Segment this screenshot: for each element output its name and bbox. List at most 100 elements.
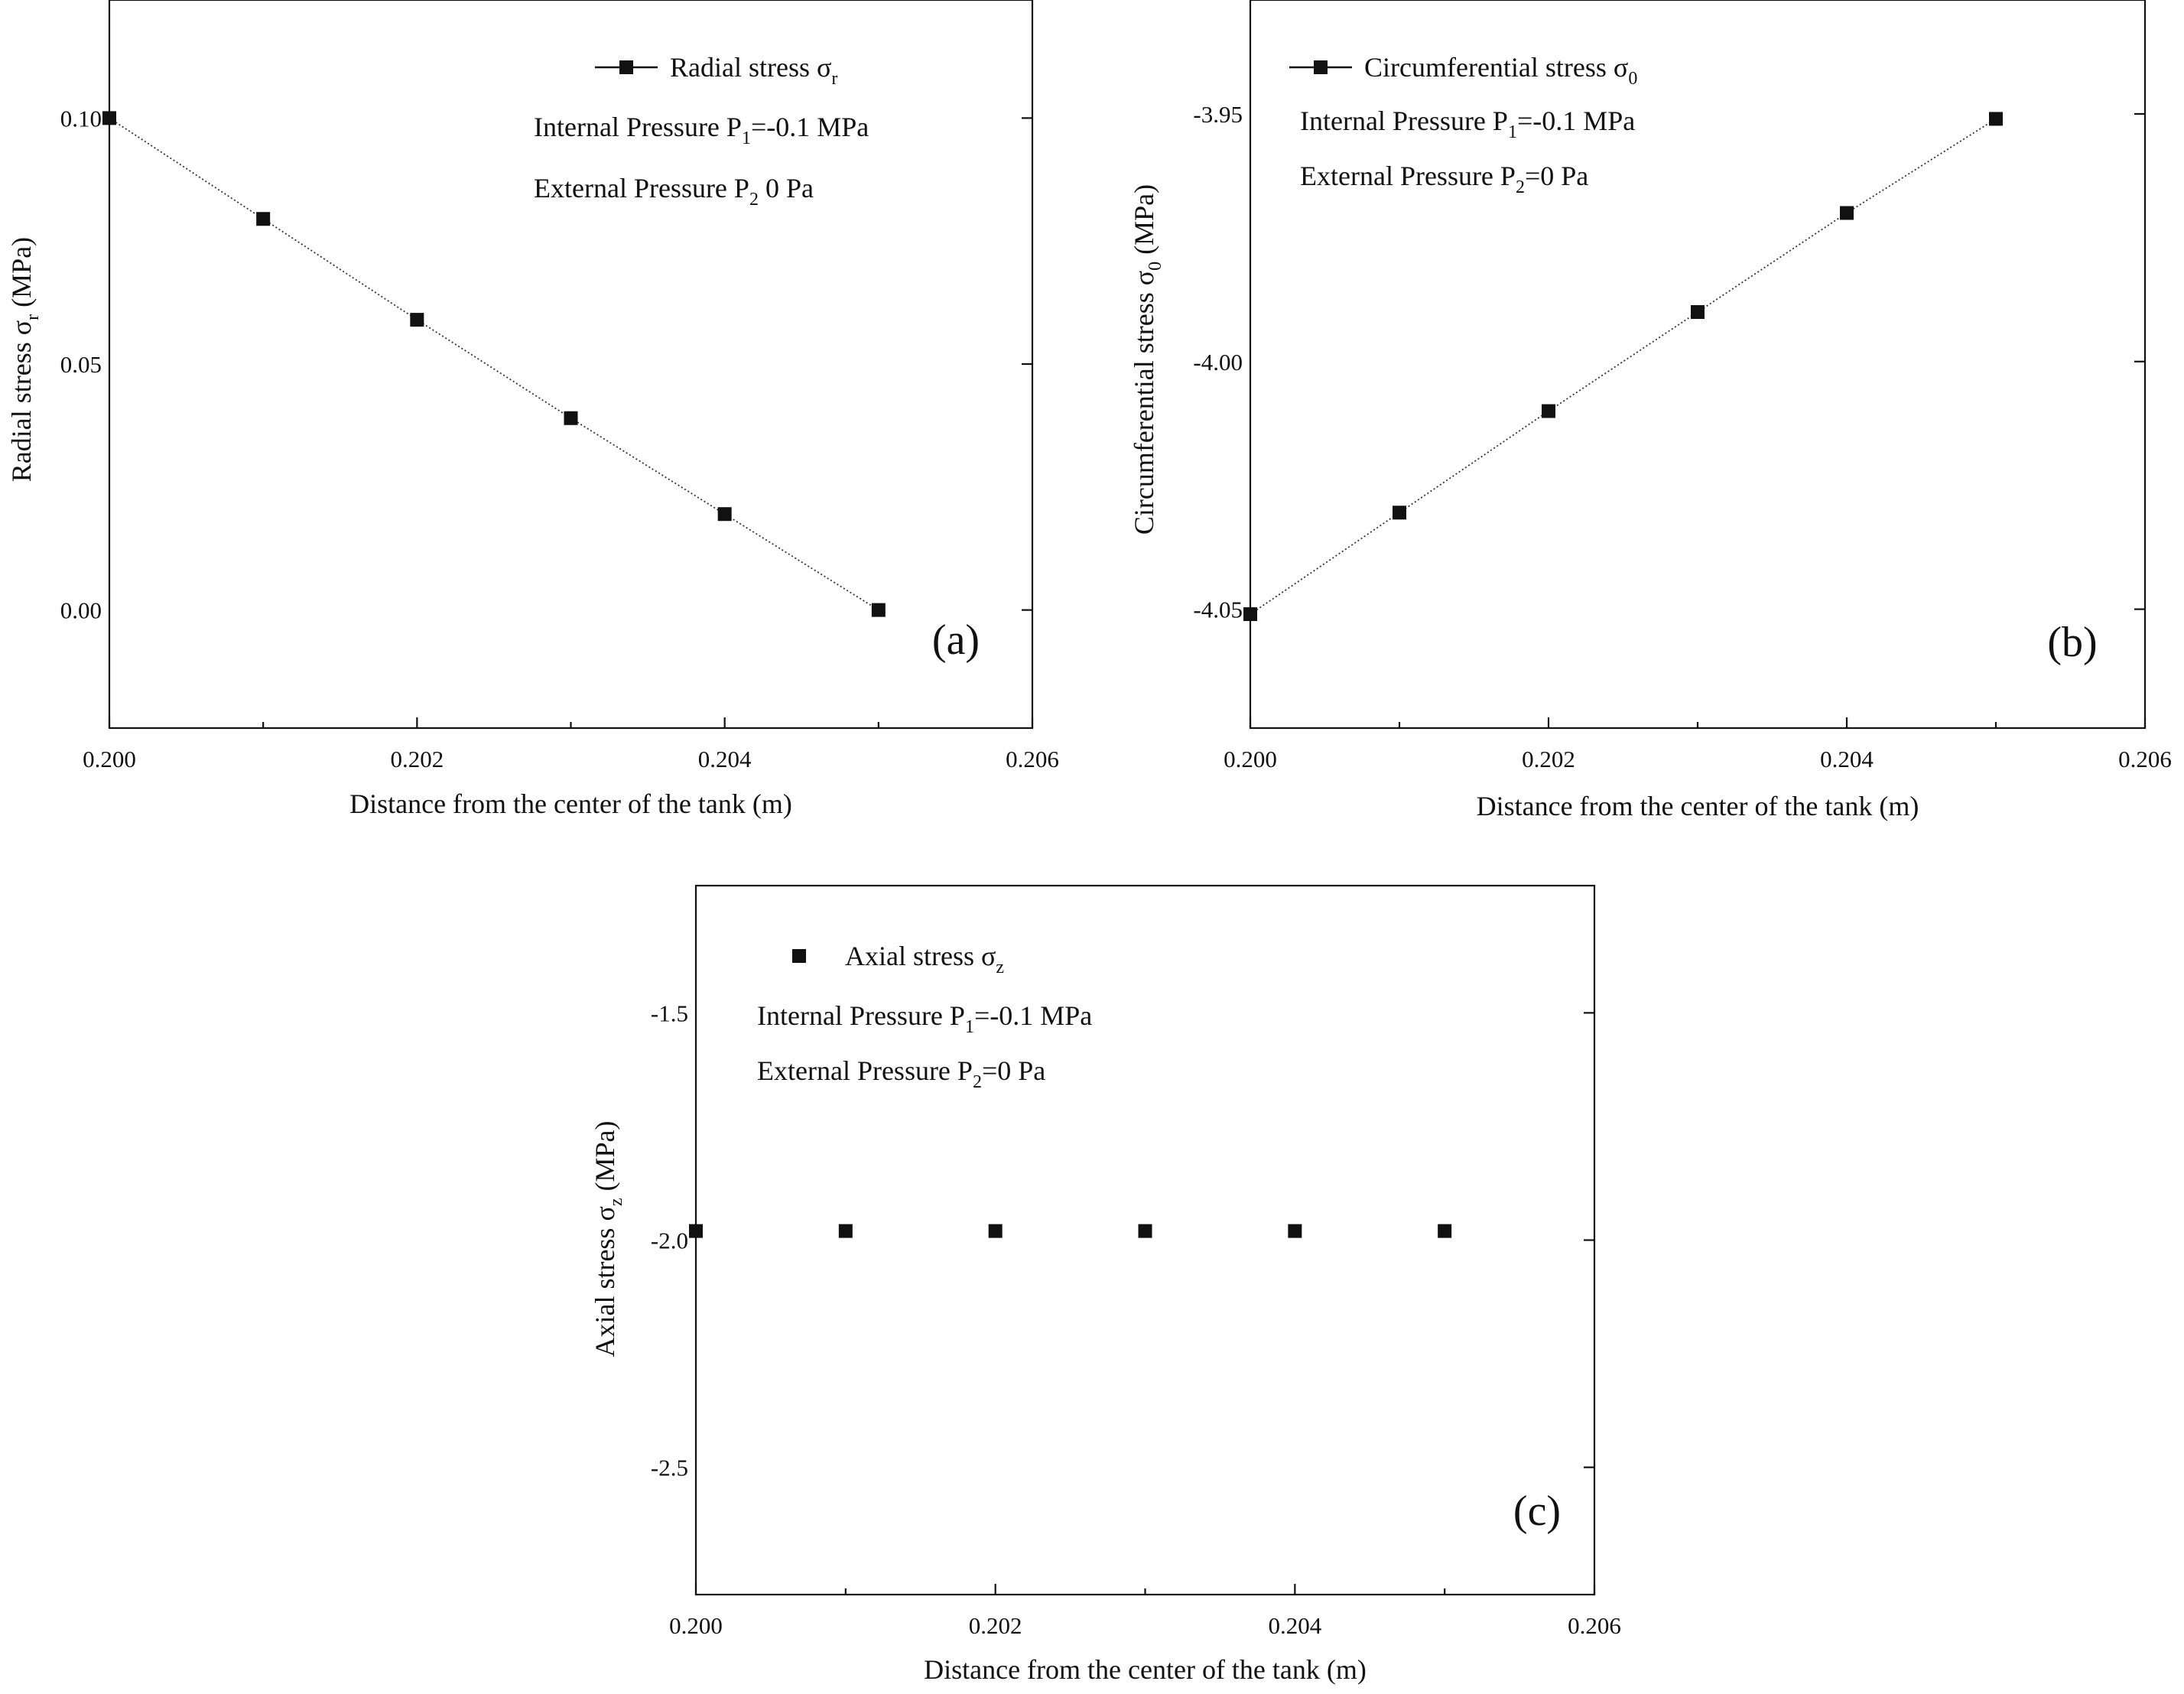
y-axis-label-part: Axial stress σ	[590, 1206, 620, 1357]
legend-label-part: Circumferential stress σ	[1364, 52, 1628, 83]
data-point	[717, 507, 732, 522]
y-axis-label-part: (MPa)	[1129, 184, 1159, 262]
pressure-annotation-part: 1	[965, 1017, 974, 1037]
data-point	[838, 1224, 853, 1238]
legend-marker	[619, 60, 633, 74]
data-point	[1691, 305, 1705, 319]
data-point	[1243, 607, 1257, 622]
x-tick-label: 0.204	[698, 746, 752, 772]
legend-label: Radial stress σr	[670, 52, 837, 89]
y-axis-label-part: 0	[1146, 262, 1165, 271]
legend-label-part: z	[996, 958, 1004, 977]
data-point	[564, 411, 578, 425]
data-point	[102, 111, 116, 125]
x-tick-label: 0.204	[1820, 746, 1874, 772]
pressure-annotation: External Pressure P2=0 Pa	[1300, 161, 1588, 197]
pressure-annotation: Internal Pressure P1=-0.1 MPa	[1300, 106, 1635, 142]
x-tick-label: 0.200	[83, 746, 136, 772]
pressure-annotation-part: =0 Pa	[982, 1055, 1045, 1086]
pressure-annotation: External Pressure P2 0 Pa	[534, 173, 814, 210]
y-axis-label: Circumferential stress σ0 (MPa)	[1129, 184, 1165, 535]
x-tick-label: 0.200	[669, 1612, 723, 1639]
pressure-annotation-part: Internal Pressure P	[757, 1000, 965, 1031]
data-point	[1138, 1224, 1152, 1238]
pressure-annotation-part: =-0.1 MPa	[751, 112, 869, 142]
pressure-annotation-part: 2	[973, 1072, 982, 1092]
legend-label-part: r	[831, 69, 837, 89]
x-axis-label: Distance from the center of the tank (m)	[924, 1654, 1367, 1685]
y-axis-label-part: r	[23, 314, 43, 320]
data-point	[1393, 506, 1406, 520]
panel-label: (c)	[1513, 1488, 1561, 1535]
data-point	[256, 212, 271, 226]
y-tick-label: -3.95	[1193, 101, 1243, 128]
data-point	[410, 313, 424, 327]
y-axis-label-part: (MPa)	[6, 237, 37, 314]
data-point	[988, 1224, 1003, 1238]
y-tick-label: -2.5	[651, 1455, 688, 1481]
legend-label-part: Radial stress σ	[670, 52, 831, 83]
panel-a-radial-stress: 0.200 0.202 0.204 0.206 0.00 0.05 0.10 Distance…	[6, 0, 1059, 819]
pressure-annotation-part: Internal Pressure P	[1300, 106, 1508, 136]
x-tick-label: 0.202	[1522, 746, 1575, 772]
plot-frame	[694, 884, 1596, 1596]
pressure-annotation-part: 1	[742, 128, 751, 148]
pressure-annotation: External Pressure P2=0 Pa	[757, 1055, 1045, 1092]
y-tick-label: -4.00	[1193, 349, 1243, 376]
pressure-annotation-part: =0 Pa	[1525, 161, 1588, 191]
x-tick-label: 0.202	[390, 746, 444, 772]
x-axis-label: Distance from the center of the tank (m)	[1477, 791, 1919, 821]
pressure-annotation-part: =-0.1 MPa	[1517, 106, 1635, 136]
y-axis-label-part: z	[606, 1198, 626, 1206]
y-axis-label: Axial stress σz (MPa)	[590, 1120, 626, 1357]
legend-label: Circumferential stress σ0	[1364, 52, 1637, 89]
data-point	[689, 1224, 703, 1238]
x-tick-label: 0.206	[2118, 746, 2172, 772]
x-tick-label: 0.200	[1224, 746, 1277, 772]
pressure-annotation-part: 1	[1508, 122, 1517, 142]
data-point	[1288, 1224, 1302, 1238]
data-point	[1438, 1224, 1452, 1238]
panel-label: (a)	[932, 616, 980, 664]
legend-marker	[1314, 60, 1328, 74]
pressure-annotation-part: External Pressure P	[1300, 161, 1516, 191]
y-tick-label: 0.05	[60, 351, 102, 378]
y-tick-label: 0.10	[60, 105, 102, 132]
panel-c-axial-stress: 0.200 0.202 0.204 0.206 -2.5 -2.0 -1.5 Distance…	[590, 884, 1621, 1685]
y-tick-label: 0.00	[60, 597, 102, 624]
y-tick-label: -4.05	[1193, 597, 1243, 623]
y-axis-label-part: (MPa)	[590, 1120, 620, 1198]
pressure-annotation-part: =-0.1 MPa	[974, 1000, 1092, 1031]
y-axis-label-part: Circumferential stress σ	[1129, 271, 1159, 535]
pressure-annotation: Internal Pressure P1=-0.1 MPa	[534, 112, 869, 148]
x-tick-label: 0.202	[969, 1612, 1022, 1639]
data-point	[1989, 112, 2003, 126]
data-point	[1542, 404, 1555, 418]
legend-label-part: Axial stress σ	[845, 941, 996, 971]
series-line	[109, 117, 879, 611]
y-axis-label-part: Radial stress σ	[6, 320, 37, 482]
pressure-annotation-part: 2	[1516, 177, 1525, 197]
pressure-annotation-part: External Pressure P	[534, 173, 749, 203]
series-line	[1250, 118, 1997, 615]
y-tick-label: -2.0	[651, 1227, 688, 1254]
x-tick-label: 0.206	[1568, 1612, 1621, 1639]
x-tick-label: 0.206	[1006, 746, 1059, 772]
pressure-annotation-part: External Pressure P	[757, 1055, 973, 1086]
pressure-annotation-part: Internal Pressure P	[534, 112, 742, 142]
x-tick-label: 0.204	[1268, 1612, 1321, 1639]
legend-label-part: 0	[1628, 69, 1637, 89]
pressure-annotation-part: 2	[749, 190, 759, 210]
panel-label: (b)	[2047, 619, 2097, 666]
plot-frame	[108, 0, 1034, 730]
panel-b-circumferential-stress: 0.200 0.202 0.204 0.206 -4.05 -4.00 -3.95 Dista…	[1129, 0, 2172, 821]
y-axis-label: Radial stress σr (MPa)	[6, 237, 43, 482]
data-point	[1840, 206, 1854, 220]
legend-marker	[792, 949, 806, 963]
y-tick-label: -1.5	[651, 1000, 688, 1026]
x-axis-label: Distance from the center of the tank (m)	[349, 788, 792, 819]
data-point	[871, 603, 886, 617]
pressure-annotation: Internal Pressure P1=-0.1 MPa	[757, 1000, 1092, 1037]
legend-label: Axial stress σz	[845, 941, 1004, 977]
